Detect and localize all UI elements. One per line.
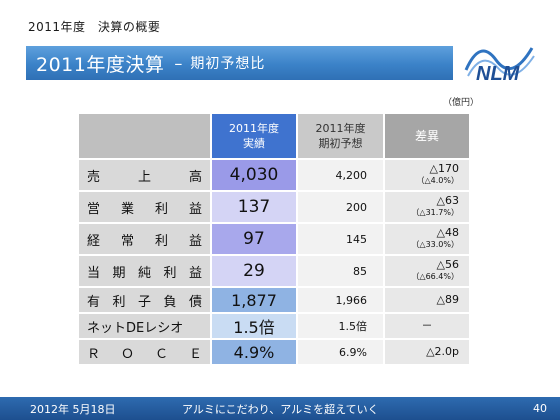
diff-percent: （△66.4%） [411, 272, 459, 281]
row-label-char: 利 [154, 233, 168, 249]
diff-value: △63 [436, 194, 459, 207]
row-label-char: 期 [112, 265, 126, 281]
row-label: 当期純利益 [78, 255, 211, 287]
row-label-char: 利 [154, 201, 168, 217]
diff-cell: △48 （△33.0%） [384, 223, 470, 255]
unit-label: （億円） [443, 98, 480, 108]
table-row: 経常利益 97 145 △48 （△33.0%） [78, 223, 470, 255]
slide-title-sub: 期初予想比 [190, 56, 266, 72]
header-forecast-line1: 2011年度 [315, 122, 366, 135]
diff-cell: △170 （△4.0%） [384, 159, 470, 191]
row-label: 営業利益 [78, 191, 211, 223]
section-header: 2011年度 決算の概要 [28, 18, 168, 35]
forecast-value: 1,966 [297, 287, 384, 313]
row-label-char: 営 [87, 201, 101, 217]
diff-percent: （△31.7%） [411, 208, 459, 217]
row-label-char: 益 [188, 201, 202, 217]
row-label-char: 純 [137, 265, 151, 281]
title-bar: 2011年度決算 – 期初予想比 [26, 46, 453, 80]
header-actual-line1: 2011年度 [229, 122, 279, 135]
table-row: ネットDEレシオ 1.5倍 1.5倍 － [78, 313, 470, 339]
diff-cell: △56 （△66.4%） [384, 255, 470, 287]
forecast-value: 145 [297, 223, 384, 255]
row-label: ネットDEレシオ [78, 313, 211, 339]
footer-date: 2012年 5月18日 [30, 402, 116, 416]
row-label-char: Ｒ [87, 346, 101, 362]
diff-percent: （△33.0%） [411, 240, 459, 249]
actual-value: 137 [211, 191, 297, 223]
forecast-value: 4,200 [297, 159, 384, 191]
table-row: 有利子負債 1,877 1,966 △89 [78, 287, 470, 313]
table-header-row: 2011年度 実績 2011年度 期初予想 差異 [78, 113, 470, 159]
row-label-char: 債 [188, 294, 202, 310]
row-label-char: Ｅ [188, 346, 202, 362]
footer-bar: 2012年 5月18日 アルミにこだわり、アルミを超えていく 40 [0, 397, 560, 420]
diff-value: △170 [429, 162, 459, 175]
row-label-char: 益 [188, 265, 202, 281]
diff-cell: △63 （△31.7%） [384, 191, 470, 223]
diff-value: △2.0p [426, 345, 459, 358]
row-label-char: 負 [163, 294, 177, 310]
row-label: 有利子負債 [78, 287, 211, 313]
header-forecast-line2: 期初予想 [318, 137, 363, 150]
table-row: 売上高 4,030 4,200 △170 （△4.0%） [78, 159, 470, 191]
title-dash: – [174, 53, 183, 73]
header-actual: 2011年度 実績 [211, 113, 297, 159]
row-label-char: 売 [87, 169, 101, 185]
logo-text: NLM [476, 63, 521, 85]
row-label-char: 益 [188, 233, 202, 249]
forecast-value: 6.9% [297, 339, 384, 365]
actual-value: 1.5倍 [211, 313, 297, 339]
page-number: 40 [533, 402, 547, 415]
forecast-value: 1.5倍 [297, 313, 384, 339]
row-label-char: 業 [120, 201, 134, 217]
diff-value: － [421, 319, 433, 332]
row-label-char: 経 [87, 233, 101, 249]
diff-cell: － [384, 313, 470, 339]
section-year: 2011年度 [28, 20, 86, 34]
header-forecast: 2011年度 期初予想 [297, 113, 384, 159]
row-label: 売上高 [78, 159, 211, 191]
header-diff: 差異 [384, 113, 470, 159]
row-label-char: Ｏ [120, 346, 134, 362]
table-row: Ｒ Ｏ Ｃ Ｅ 4.9% 6.9% △2.0p [78, 339, 470, 365]
nlm-logo: NLM [464, 47, 535, 85]
header-blank [78, 113, 211, 159]
actual-value: 29 [211, 255, 297, 287]
diff-value: △56 [436, 258, 459, 271]
row-label-char: 常 [120, 233, 134, 249]
forecast-value: 85 [297, 255, 384, 287]
actual-value: 97 [211, 223, 297, 255]
slide-title: 2011年度決算 [36, 53, 165, 76]
diff-value: △48 [436, 226, 459, 239]
row-label-char: 子 [137, 294, 151, 310]
footer-slogan: アルミにこだわり、アルミを超えていく [182, 402, 379, 416]
table-body: 売上高 4,030 4,200 △170 （△4.0%）営業利益 137 200 △63 （△3… [78, 159, 470, 365]
results-table: 2011年度 実績 2011年度 期初予想 差異 売上高 4,030 4,200 △1… [78, 113, 470, 365]
actual-value: 4.9% [211, 339, 297, 365]
diff-value: △89 [436, 293, 459, 306]
row-label-char: 高 [188, 169, 202, 185]
actual-value: 4,030 [211, 159, 297, 191]
row-label-char: 利 [112, 294, 126, 310]
row-label-char: Ｃ [154, 346, 168, 362]
table-row: 営業利益 137 200 △63 （△31.7%） [78, 191, 470, 223]
diff-cell: △89 [384, 287, 470, 313]
row-label-char: 上 [137, 169, 151, 185]
diff-percent: （△4.0%） [416, 176, 459, 185]
row-label-char: 利 [163, 265, 177, 281]
header-actual-line2: 実績 [243, 137, 265, 150]
row-label: 経常利益 [78, 223, 211, 255]
row-label-char: ネットDEレシオ [87, 320, 184, 336]
forecast-value: 200 [297, 191, 384, 223]
row-label-char: 当 [87, 265, 101, 281]
row-label-char: 有 [87, 294, 101, 310]
actual-value: 1,877 [211, 287, 297, 313]
table-row: 当期純利益 29 85 △56 （△66.4%） [78, 255, 470, 287]
header-diff-label: 差異 [414, 128, 439, 143]
section-subtitle: 決算の概要 [97, 20, 161, 34]
diff-cell: △2.0p [384, 339, 470, 365]
